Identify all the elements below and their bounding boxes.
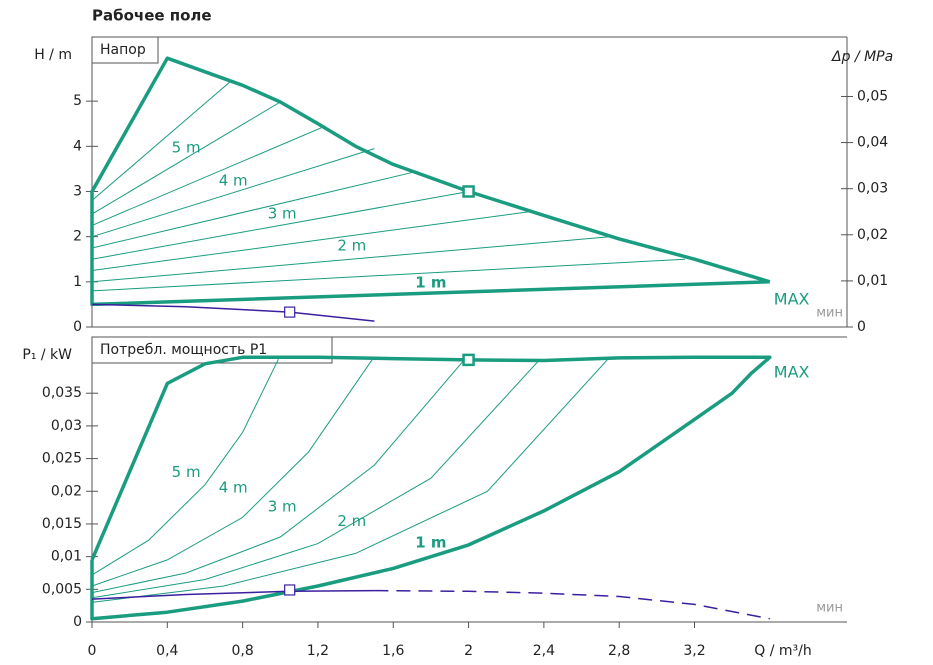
x-axis-label: Q / m³/h (754, 643, 811, 659)
y-tick-label: 3 (73, 183, 82, 199)
series-line (90, 56, 771, 307)
setpoint-line (91, 358, 541, 599)
y-tick-label: 1 (73, 274, 82, 290)
setpoint-line (91, 358, 466, 594)
annotation: 1 m (415, 274, 446, 292)
y-tick-label: 0,025 (42, 451, 82, 467)
x-tick-label: 0 (88, 643, 97, 659)
y-tick-label: 0,035 (42, 385, 82, 401)
annotation: 3 m (268, 205, 297, 223)
panel-label: Потребл. мощность P1 (100, 342, 267, 358)
setpoint-line (91, 358, 373, 587)
annotation: 2 m (337, 512, 366, 530)
series-label: мин (816, 306, 843, 321)
setpoint-line (91, 358, 609, 603)
x-tick-label: 0,8 (231, 643, 253, 659)
y-tick-label: 5 (73, 93, 82, 109)
y-tick-label: 0,015 (42, 516, 82, 532)
y-tick-label: 0 (73, 614, 82, 630)
x-tick-label: 1,2 (307, 643, 329, 659)
marker (284, 584, 296, 596)
panel-label: Напор (100, 42, 146, 58)
setpoint-line (91, 358, 279, 576)
setpoint-line (91, 191, 469, 260)
setpoint-line (91, 125, 326, 226)
x-tick-label: 1,6 (382, 643, 404, 659)
x-tick-label: 0,4 (156, 643, 178, 659)
y-tick-label: 0,01 (51, 549, 82, 565)
setpoint-line (91, 211, 529, 271)
series-line (374, 589, 770, 620)
y-tick-label: 2 (73, 229, 82, 245)
setpoint-line (91, 170, 418, 249)
y-tick-label: 0 (73, 319, 82, 335)
x-tick-label: 2,4 (533, 643, 555, 659)
setpoint-line (91, 80, 232, 201)
y-tick-label: 4 (73, 138, 82, 154)
annotation: 5 m (172, 139, 201, 157)
series-label: MAX (774, 290, 810, 309)
setpoint-line (91, 148, 375, 238)
setpoint-line (91, 236, 610, 283)
x-tick-label: 2 (464, 643, 473, 659)
y2-tick-label: 0,04 (857, 135, 888, 151)
y2-tick-label: 0,02 (857, 227, 888, 243)
y-tick-label: 0,03 (51, 418, 82, 434)
y2-tick-label: 0,03 (857, 181, 888, 197)
annotation: 4 m (219, 172, 248, 190)
series-line (91, 589, 375, 600)
series-label: мин (816, 601, 843, 616)
y2-tick-label: 0,01 (857, 273, 888, 289)
y-axis-label: P₁ / kW (22, 347, 72, 363)
marker (462, 353, 475, 367)
marker (462, 185, 475, 198)
y2-tick-label: 0,05 (857, 88, 888, 104)
annotation: 2 m (337, 237, 366, 255)
annotation: 5 m (172, 463, 201, 481)
annotation: 3 m (268, 497, 297, 515)
y2-axis-label: Δp / MPa (831, 49, 893, 65)
annotation: 4 m (219, 478, 248, 496)
x-tick-label: 2,8 (608, 643, 630, 659)
chart-title: Рабочее поле (92, 7, 212, 25)
y2-tick-label: 0 (857, 319, 866, 335)
marker (284, 306, 296, 318)
setpoint-line (91, 101, 281, 215)
y-tick-label: 0,02 (51, 483, 82, 499)
y-axis-label: H / m (34, 47, 72, 63)
annotation: 1 m (415, 533, 446, 551)
x-tick-label: 3,2 (683, 643, 705, 659)
series-line (90, 355, 772, 621)
y-tick-label: 0,005 (42, 581, 82, 597)
series-line (91, 303, 375, 322)
setpoint-line (91, 258, 686, 292)
panel-label-box (91, 36, 159, 64)
series-label: MAX (774, 363, 810, 382)
